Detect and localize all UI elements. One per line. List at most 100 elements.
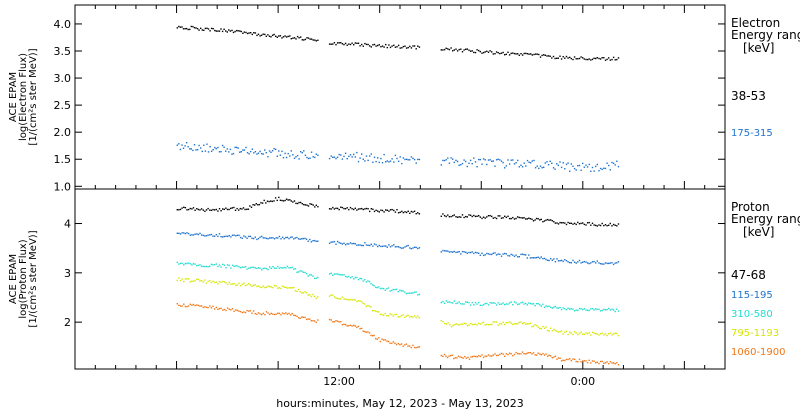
data-point <box>476 49 478 51</box>
data-point <box>389 290 391 292</box>
data-point <box>608 307 610 310</box>
legend-units: [keV] <box>743 41 774 55</box>
data-point <box>560 259 563 262</box>
data-point <box>192 280 195 283</box>
data-point <box>572 308 574 310</box>
data-point <box>265 202 267 204</box>
data-point <box>442 159 444 162</box>
data-point <box>191 234 193 236</box>
data-point <box>518 303 520 305</box>
data-point <box>489 215 491 217</box>
data-point <box>353 153 355 156</box>
data-point <box>252 266 255 269</box>
data-point <box>353 208 355 211</box>
data-point <box>249 267 252 269</box>
data-point <box>450 47 452 49</box>
data-point <box>534 257 536 259</box>
data-point <box>575 360 577 363</box>
data-point <box>379 340 382 343</box>
data-point <box>567 261 569 263</box>
data-point <box>262 153 264 155</box>
data-point <box>190 25 192 28</box>
data-point <box>399 156 401 158</box>
data-point <box>381 45 384 47</box>
data-point <box>585 58 587 61</box>
data-point <box>207 280 209 283</box>
data-point <box>548 305 550 307</box>
data-point <box>191 264 193 266</box>
data-point <box>254 284 256 286</box>
data-point <box>285 286 287 288</box>
data-point <box>294 290 297 292</box>
data-point <box>540 327 542 330</box>
data-point <box>520 53 522 55</box>
data-point <box>491 323 493 326</box>
data-point <box>185 142 188 144</box>
data-point <box>531 326 533 328</box>
data-point <box>401 47 403 49</box>
data-point <box>183 280 185 283</box>
data-point <box>565 308 568 311</box>
data-point <box>517 303 519 306</box>
data-point <box>201 150 203 153</box>
data-point <box>293 286 295 289</box>
data-point <box>196 149 199 151</box>
data-point <box>346 325 348 327</box>
data-point <box>196 278 198 280</box>
data-point <box>372 245 374 247</box>
data-point <box>253 152 255 154</box>
data-point <box>609 262 611 264</box>
data-point <box>300 36 302 38</box>
data-point <box>448 301 451 303</box>
data-point <box>586 362 589 364</box>
data-point <box>228 264 230 267</box>
data-point <box>573 56 576 58</box>
data-point <box>310 320 313 322</box>
data-point <box>505 322 507 324</box>
data-point <box>220 151 222 153</box>
data-point <box>556 358 558 360</box>
series-310-580 <box>176 261 620 313</box>
data-point <box>528 161 530 163</box>
data-point <box>609 222 611 225</box>
data-point <box>351 243 353 245</box>
data-point <box>237 147 239 149</box>
data-point <box>526 257 528 259</box>
data-point <box>415 162 417 164</box>
data-point <box>513 323 516 325</box>
data-point <box>343 323 345 325</box>
data-point <box>199 280 201 282</box>
data-point <box>573 261 576 263</box>
legend-entry-310-580: 310-580 <box>731 309 773 320</box>
data-point <box>189 234 191 236</box>
data-point <box>599 224 602 227</box>
data-point <box>282 157 285 159</box>
data-point <box>265 286 268 288</box>
data-point <box>532 257 535 259</box>
data-point <box>550 257 552 260</box>
data-point <box>270 237 272 239</box>
data-point <box>248 235 250 238</box>
data-point <box>557 331 560 333</box>
data-point <box>328 295 331 297</box>
data-point <box>348 208 350 211</box>
data-point <box>598 262 600 264</box>
data-point <box>526 352 528 354</box>
data-point <box>210 209 213 212</box>
data-point <box>304 291 306 293</box>
data-point <box>263 199 265 202</box>
data-point <box>187 28 189 31</box>
data-point <box>502 353 504 355</box>
data-point <box>383 211 385 213</box>
data-point <box>525 323 527 325</box>
data-point <box>309 157 311 159</box>
y-tick-label: 1.0 <box>54 180 72 193</box>
data-point <box>598 57 600 60</box>
data-point <box>417 294 419 296</box>
data-point <box>256 267 258 270</box>
data-point <box>596 308 598 311</box>
data-point <box>418 158 421 161</box>
data-point <box>606 361 608 363</box>
data-point <box>473 323 475 326</box>
data-point <box>526 159 529 162</box>
